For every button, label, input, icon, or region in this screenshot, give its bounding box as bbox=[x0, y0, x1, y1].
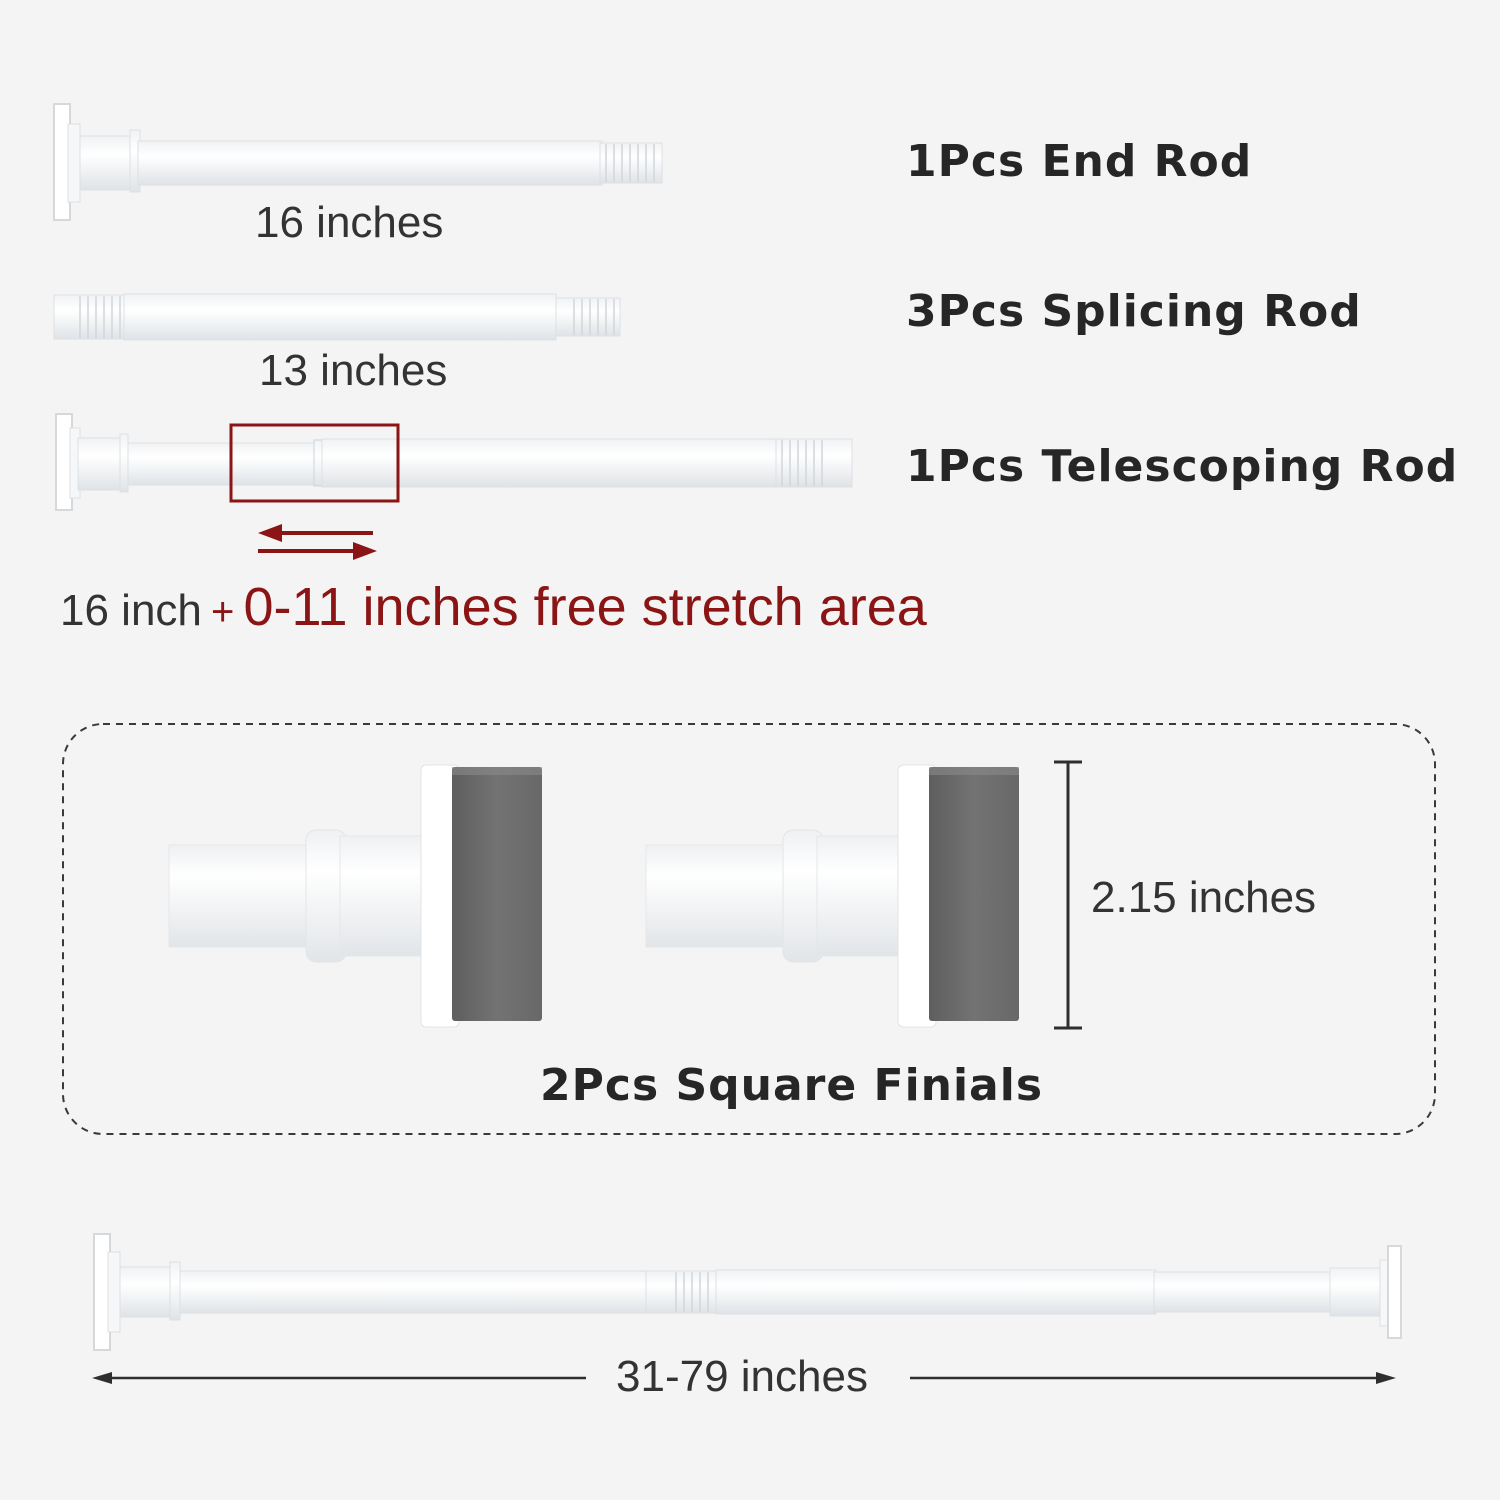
assembled-rod-image bbox=[93, 1233, 1402, 1351]
stretch-highlight-box bbox=[229, 423, 400, 503]
end-rod-length: 16 inches bbox=[255, 198, 444, 247]
finials-title: 2Pcs Square Finials bbox=[540, 1060, 1044, 1111]
splicing-rod-image bbox=[53, 293, 621, 341]
stretch-area-note: 0-11 inches free stretch area bbox=[243, 577, 927, 637]
telescoping-rod-image bbox=[55, 413, 853, 511]
assembled-length-range: 31-79 inches bbox=[616, 1352, 868, 1401]
double-arrow-icon bbox=[258, 524, 377, 560]
splicing-rod-title: 3Pcs Splicing Rod bbox=[906, 286, 1362, 337]
end-rod-title: 1Pcs End Rod bbox=[906, 136, 1253, 187]
finial-height: 2.15 inches bbox=[1091, 873, 1317, 922]
plus-sign: + bbox=[210, 590, 235, 634]
square-finial-left-image bbox=[168, 764, 542, 1028]
height-dimension-bracket bbox=[1054, 760, 1082, 1030]
telescoping-base-length: 16 inch bbox=[60, 586, 202, 635]
length-dimension-arrow bbox=[92, 1372, 1396, 1384]
square-finial-right-image bbox=[645, 764, 1019, 1028]
end-rod-image bbox=[53, 103, 663, 221]
telescoping-rod-title: 1Pcs Telescoping Rod bbox=[906, 441, 1459, 492]
stretch-caption: 16 inch + 0-11 inches free stretch area bbox=[60, 576, 927, 638]
splicing-rod-length: 13 inches bbox=[259, 346, 448, 395]
finials-dashed-frame bbox=[62, 723, 1436, 1135]
